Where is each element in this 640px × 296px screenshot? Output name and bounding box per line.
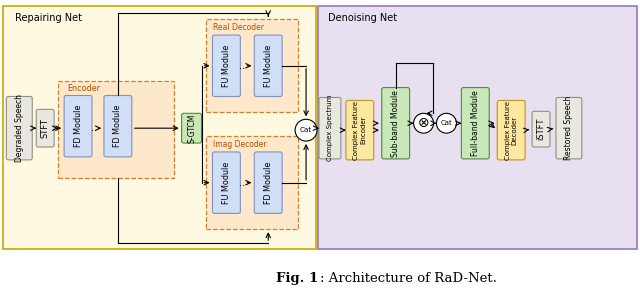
Text: : Architecture of RaD-Net.: : Architecture of RaD-Net. <box>320 272 497 285</box>
FancyBboxPatch shape <box>36 109 54 147</box>
FancyBboxPatch shape <box>104 96 132 157</box>
FancyBboxPatch shape <box>212 35 241 96</box>
FancyBboxPatch shape <box>461 88 489 159</box>
Text: FD Module: FD Module <box>264 162 273 204</box>
FancyBboxPatch shape <box>207 136 298 229</box>
Text: Cat: Cat <box>440 120 452 126</box>
Text: FD Module: FD Module <box>113 105 122 147</box>
FancyBboxPatch shape <box>381 88 410 159</box>
Text: Real Decoder: Real Decoder <box>214 23 264 32</box>
Text: Denoising Net: Denoising Net <box>328 13 397 23</box>
Text: FU Module: FU Module <box>264 45 273 87</box>
Text: ..: .. <box>239 178 245 188</box>
Circle shape <box>436 113 456 133</box>
Text: Sub-band Module: Sub-band Module <box>391 90 400 157</box>
FancyBboxPatch shape <box>556 97 582 159</box>
Text: Imag Decoder: Imag Decoder <box>214 139 267 149</box>
Text: Cat: Cat <box>300 127 312 133</box>
FancyBboxPatch shape <box>497 100 525 160</box>
Text: FU Module: FU Module <box>222 45 231 87</box>
Text: iSTFT: iSTFT <box>536 118 545 140</box>
Text: FD Module: FD Module <box>74 105 83 147</box>
Text: ⊗: ⊗ <box>418 116 429 130</box>
FancyBboxPatch shape <box>318 6 637 249</box>
Text: ..: .. <box>91 123 97 133</box>
FancyBboxPatch shape <box>532 111 550 147</box>
FancyBboxPatch shape <box>254 152 282 213</box>
Text: Complex Feature
Decoder: Complex Feature Decoder <box>505 101 518 160</box>
Text: ..: .. <box>239 61 245 71</box>
FancyBboxPatch shape <box>6 96 32 160</box>
Text: Restored Speech: Restored Speech <box>564 96 573 160</box>
Text: Encoder: Encoder <box>67 84 100 93</box>
Text: Complex Spectrum: Complex Spectrum <box>327 95 333 161</box>
Text: Complex Feature
Encoder: Complex Feature Encoder <box>353 101 366 160</box>
Text: Full-band Module: Full-band Module <box>471 90 480 156</box>
FancyBboxPatch shape <box>207 19 298 112</box>
Text: S-GTCM: S-GTCM <box>187 113 196 143</box>
FancyBboxPatch shape <box>254 35 282 96</box>
FancyBboxPatch shape <box>3 6 316 249</box>
Text: Degraded Speech: Degraded Speech <box>15 94 24 162</box>
FancyBboxPatch shape <box>346 100 374 160</box>
FancyBboxPatch shape <box>64 96 92 157</box>
Text: Fig. 1: Fig. 1 <box>276 272 318 285</box>
FancyBboxPatch shape <box>319 97 341 159</box>
Text: FU Module: FU Module <box>222 162 231 204</box>
Circle shape <box>295 119 317 141</box>
FancyBboxPatch shape <box>58 81 173 178</box>
FancyBboxPatch shape <box>182 113 202 143</box>
Text: STFT: STFT <box>41 118 50 138</box>
Text: Repairing Net: Repairing Net <box>15 13 83 23</box>
FancyBboxPatch shape <box>212 152 241 213</box>
Circle shape <box>413 113 433 133</box>
